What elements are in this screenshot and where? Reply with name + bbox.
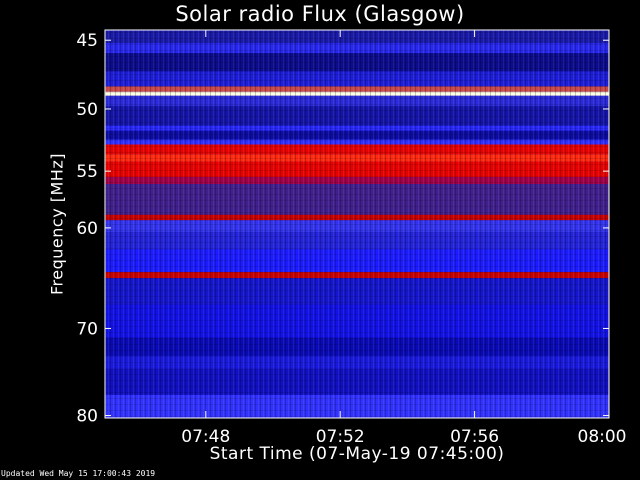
y-tick-label: 60 [76, 219, 98, 239]
x-tick-label: 07:52 [316, 427, 365, 447]
y-tick-label: 70 [76, 319, 98, 339]
chart-title: Solar radio Flux (Glasgow) [175, 2, 465, 26]
x-tick-label: 07:48 [181, 427, 230, 447]
y-tick-label: 55 [76, 162, 98, 182]
x-tick-label: 08:00 [578, 427, 627, 447]
y-tick-label: 50 [76, 100, 98, 120]
y-tick-label: 45 [76, 31, 98, 51]
plot-texture [105, 30, 609, 418]
axes: 45 50 55 60 70 80 07:48 07:52 07:56 08:00 [76, 29, 627, 447]
x-axis-label: Start Time (07-May-19 07:45:00) [209, 444, 505, 464]
plot-frame [104, 29, 610, 419]
x-tick-label: 07:56 [450, 427, 499, 447]
y-tick-label: 80 [76, 407, 98, 427]
updated-timestamp: Updated Wed May 15 17:00:43 2019 [1, 469, 156, 478]
